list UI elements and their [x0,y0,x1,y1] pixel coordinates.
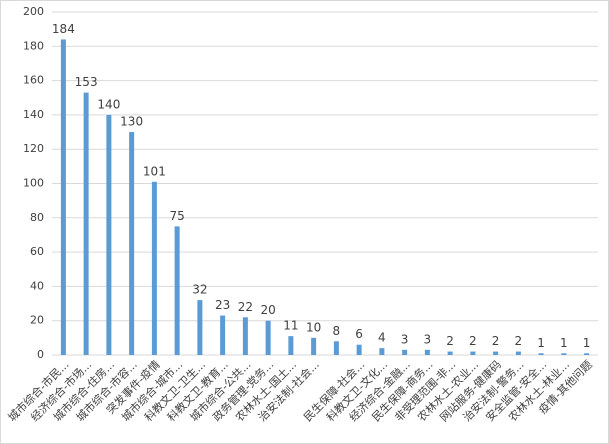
bar [174,226,180,355]
bar [470,351,476,355]
bar [151,181,157,355]
data-label: 2 [515,334,523,348]
bar [493,351,499,355]
data-label: 184 [52,22,75,36]
y-tick-label: 40 [30,279,44,292]
y-tick-label: 20 [30,314,44,327]
y-tick-label: 160 [23,74,44,87]
data-label: 32 [192,283,207,297]
bar [197,300,203,355]
data-label: 75 [169,209,184,223]
bar [83,92,89,355]
data-label: 10 [306,320,321,334]
bar [379,348,385,355]
y-tick-label: 0 [37,348,44,361]
data-label: 130 [120,115,143,129]
y-tick-label: 180 [23,39,44,52]
data-label: 2 [469,334,477,348]
data-label: 1 [537,336,545,350]
bar [584,353,590,355]
data-label: 2 [492,334,500,348]
data-label: 1 [583,336,591,350]
bar [333,341,339,355]
data-label: 23 [215,298,230,312]
data-label: 1 [560,336,568,350]
bar [242,317,248,355]
bar [60,39,66,355]
data-label: 6 [355,327,363,341]
data-label: 11 [283,319,298,333]
bar [129,132,135,355]
y-tick-label: 200 [23,5,44,18]
y-tick-label: 140 [23,108,44,121]
data-label: 22 [238,300,253,314]
data-label: 101 [143,164,166,178]
bar [538,353,544,355]
bar [288,336,294,355]
bar [265,320,271,355]
bar [356,344,362,355]
data-label: 3 [401,332,409,346]
bar [561,353,567,355]
bar [402,349,408,355]
y-tick-label: 120 [23,142,44,155]
data-label: 8 [333,324,341,338]
bar [515,351,521,355]
y-tick-label: 60 [30,245,44,258]
y-tick-label: 80 [30,211,44,224]
bar [447,351,453,355]
bar [424,349,430,355]
bar [311,337,317,355]
data-label: 4 [378,331,386,345]
y-tick-label: 100 [23,177,44,190]
data-label: 2 [446,334,454,348]
data-label: 140 [97,97,120,111]
data-label: 20 [260,303,275,317]
data-label: 3 [424,332,432,346]
data-label: 153 [75,75,98,89]
bar [106,114,112,356]
bar [220,315,226,355]
